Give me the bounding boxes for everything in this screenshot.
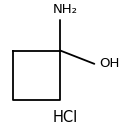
Text: HCl: HCl [53, 110, 78, 124]
Text: NH₂: NH₂ [53, 3, 78, 16]
Text: OH: OH [100, 57, 120, 70]
